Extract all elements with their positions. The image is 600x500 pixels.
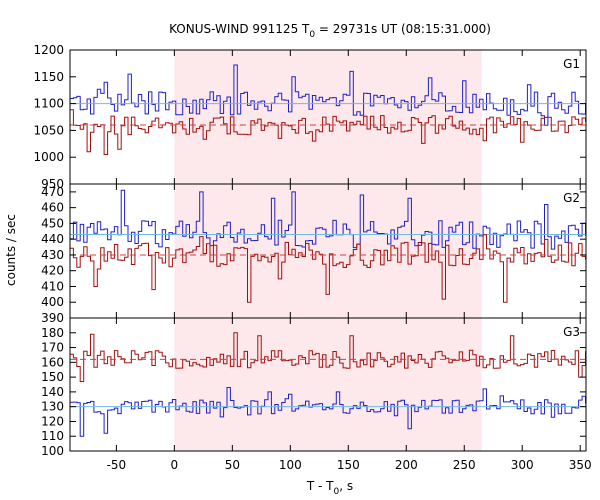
x-tick-label: 300 <box>511 458 534 472</box>
y-tick-label: 120 <box>41 414 64 428</box>
y-tick-label: 160 <box>41 355 64 369</box>
y-tick-label: 140 <box>41 385 64 399</box>
y-axis-label: counts / sec <box>4 214 18 286</box>
x-tick-label: -50 <box>107 458 127 472</box>
x-axis-label: T - T0, s <box>306 479 353 497</box>
y-tick-label: 150 <box>41 370 64 384</box>
y-tick-label: 180 <box>41 326 64 340</box>
x-tick-label: 150 <box>337 458 360 472</box>
y-tick-label: 450 <box>41 216 64 230</box>
x-tick-label: 350 <box>569 458 592 472</box>
y-tick-label: 420 <box>41 264 64 278</box>
x-axis-label-pre: T - T <box>306 479 334 493</box>
panel-name-label: G2 <box>563 191 580 205</box>
y-tick-label: 430 <box>41 248 64 262</box>
y-tick-label: 1050 <box>33 123 64 137</box>
x-tick-label: 250 <box>453 458 476 472</box>
panels-group: 95010001050110011501200G1390400410420430… <box>33 43 591 472</box>
x-axis-label-sub: 0 <box>334 487 340 497</box>
y-tick-label: 170 <box>41 341 64 355</box>
y-tick-label: 110 <box>41 429 64 443</box>
y-tick-label: 1100 <box>33 97 64 111</box>
chart-title: KONUS-WIND 991125 T0 = 29731s UT (08:15:… <box>169 22 491 40</box>
x-tick-label: 200 <box>395 458 418 472</box>
chart-title-pre: KONUS-WIND 991125 T <box>169 22 310 36</box>
chart-title-post: = 29731s UT (08:15:31.000) <box>315 22 491 36</box>
panel-g1: 950 1000 1050 1100 1150 1200 G1 <box>33 43 587 191</box>
y-tick-label: 1150 <box>33 70 64 84</box>
highlight-band <box>174 318 482 451</box>
y-tick-label: 1000 <box>33 150 64 164</box>
series-g1-red-histogram <box>70 109 586 155</box>
panel-name-label: G1 <box>563 57 580 71</box>
x-tick-label: 50 <box>225 458 240 472</box>
chart-title-sub: 0 <box>309 30 315 40</box>
series-g3-red-histogram <box>70 332 586 382</box>
highlight-band <box>174 184 482 318</box>
panel-name-label: G3 <box>563 325 580 339</box>
y-tick-label: 470 <box>41 185 64 199</box>
series-g2-blue-histogram <box>70 189 586 250</box>
panel-frame <box>69 317 587 452</box>
y-tick-label: 400 <box>41 295 64 309</box>
y-tick-label: 950 <box>41 177 64 191</box>
x-axis-label-post: , s <box>339 479 353 493</box>
y-tick-label: 460 <box>41 201 64 215</box>
y-tick-label: 410 <box>41 279 64 293</box>
y-tick-label: 390 <box>41 311 64 325</box>
y-tick-label: 100 <box>41 444 64 458</box>
y-tick-label: 1200 <box>33 43 64 57</box>
x-tick-label: 100 <box>279 458 302 472</box>
series-g2-red-histogram <box>70 234 586 303</box>
series-g3-blue-histogram <box>70 387 586 437</box>
x-tick-label: 0 <box>171 458 179 472</box>
series-g1-blue-histogram <box>70 64 586 126</box>
y-tick-label: 440 <box>41 232 64 246</box>
y-tick-label: 130 <box>41 400 64 414</box>
